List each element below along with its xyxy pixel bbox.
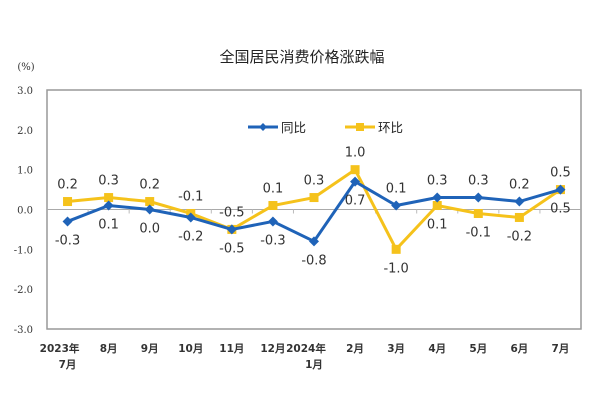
data-label: 0.3	[98, 174, 119, 189]
data-label: -0.8	[301, 253, 326, 268]
data-label: 0.1	[98, 218, 119, 233]
data-label: 0.0	[139, 222, 160, 237]
x-tick-label: 3月	[387, 343, 405, 355]
data-point	[226, 224, 237, 235]
y-axis-unit: (%)	[17, 62, 34, 73]
legend: 同比 环比	[248, 120, 403, 135]
chart-title: 全国居民消费价格涨跌幅	[219, 48, 384, 66]
data-label: 0.5	[550, 166, 571, 181]
data-label: 0.1	[427, 218, 448, 233]
data-point	[514, 212, 524, 222]
y-tick-label: -2.0	[14, 285, 33, 296]
y-tick-label: 3.0	[17, 86, 33, 97]
legend-marker	[259, 123, 267, 131]
data-point	[350, 165, 360, 175]
data-label: 0.2	[139, 178, 160, 193]
x-tick-label: 6月	[510, 343, 528, 355]
data-label: 0.7	[345, 194, 366, 209]
data-label: -0.3	[55, 233, 80, 248]
x-tick-label: 7月	[552, 343, 570, 355]
y-tick-label: 2.0	[17, 126, 33, 137]
data-label: 1.0	[345, 146, 366, 161]
data-point	[432, 201, 442, 211]
data-point	[391, 244, 401, 254]
data-point	[268, 201, 278, 211]
data-label: 0.1	[263, 182, 284, 197]
data-point	[267, 216, 278, 227]
data-point	[145, 197, 155, 207]
y-tick-label: -1.0	[14, 245, 33, 256]
data-label: -0.2	[178, 229, 203, 244]
data-label: -0.5	[219, 205, 244, 220]
data-label: 0.1	[386, 182, 407, 197]
x-tick-label: 7月	[59, 359, 77, 371]
legend-label: 环比	[378, 120, 403, 135]
data-label: -0.5	[219, 241, 244, 256]
data-point	[391, 200, 402, 211]
data-label: -0.1	[178, 189, 203, 204]
data-label: -0.2	[507, 229, 532, 244]
data-label: -0.3	[260, 233, 285, 248]
x-tick-label: 10月	[178, 343, 203, 355]
x-tick-label: 9月	[141, 343, 159, 355]
data-label: -1.0	[383, 261, 408, 276]
data-label: 0.3	[304, 174, 325, 189]
data-label: 0.3	[468, 174, 489, 189]
data-label: 0.2	[57, 178, 78, 193]
x-tick-label: 2023年	[40, 342, 80, 355]
data-label: 0.2	[509, 178, 530, 193]
x-tick-label: 1月	[305, 359, 323, 371]
data-point	[63, 197, 73, 207]
data-point	[309, 236, 319, 247]
data-point	[350, 176, 361, 187]
data-point	[473, 208, 483, 218]
legend-marker	[356, 123, 364, 131]
y-tick-label: 1.0	[17, 166, 33, 177]
x-tick-label: 8月	[100, 343, 118, 355]
x-tick-label: 5月	[469, 343, 487, 355]
data-point	[432, 192, 443, 203]
x-tick-label: 11月	[219, 343, 244, 355]
data-point	[62, 216, 73, 227]
data-point	[144, 204, 155, 215]
data-label: 0.3	[427, 174, 448, 189]
data-point	[309, 193, 319, 203]
x-tick-label: 2月	[346, 343, 364, 355]
x-tick-label: 4月	[428, 343, 446, 355]
y-tick-label: 0.0	[17, 206, 33, 217]
data-point	[185, 212, 196, 223]
legend-label: 同比	[281, 120, 306, 135]
data-point	[514, 196, 525, 207]
data-point	[473, 192, 484, 203]
data-point	[104, 193, 114, 203]
data-point	[555, 184, 566, 195]
data-point	[103, 200, 114, 211]
data-label: 0.5	[550, 202, 571, 217]
x-tick-label: 12月	[260, 343, 285, 355]
data-label: -0.1	[466, 225, 491, 240]
x-tick-label: 2024年	[286, 342, 326, 355]
y-tick-label: -3.0	[14, 325, 33, 336]
